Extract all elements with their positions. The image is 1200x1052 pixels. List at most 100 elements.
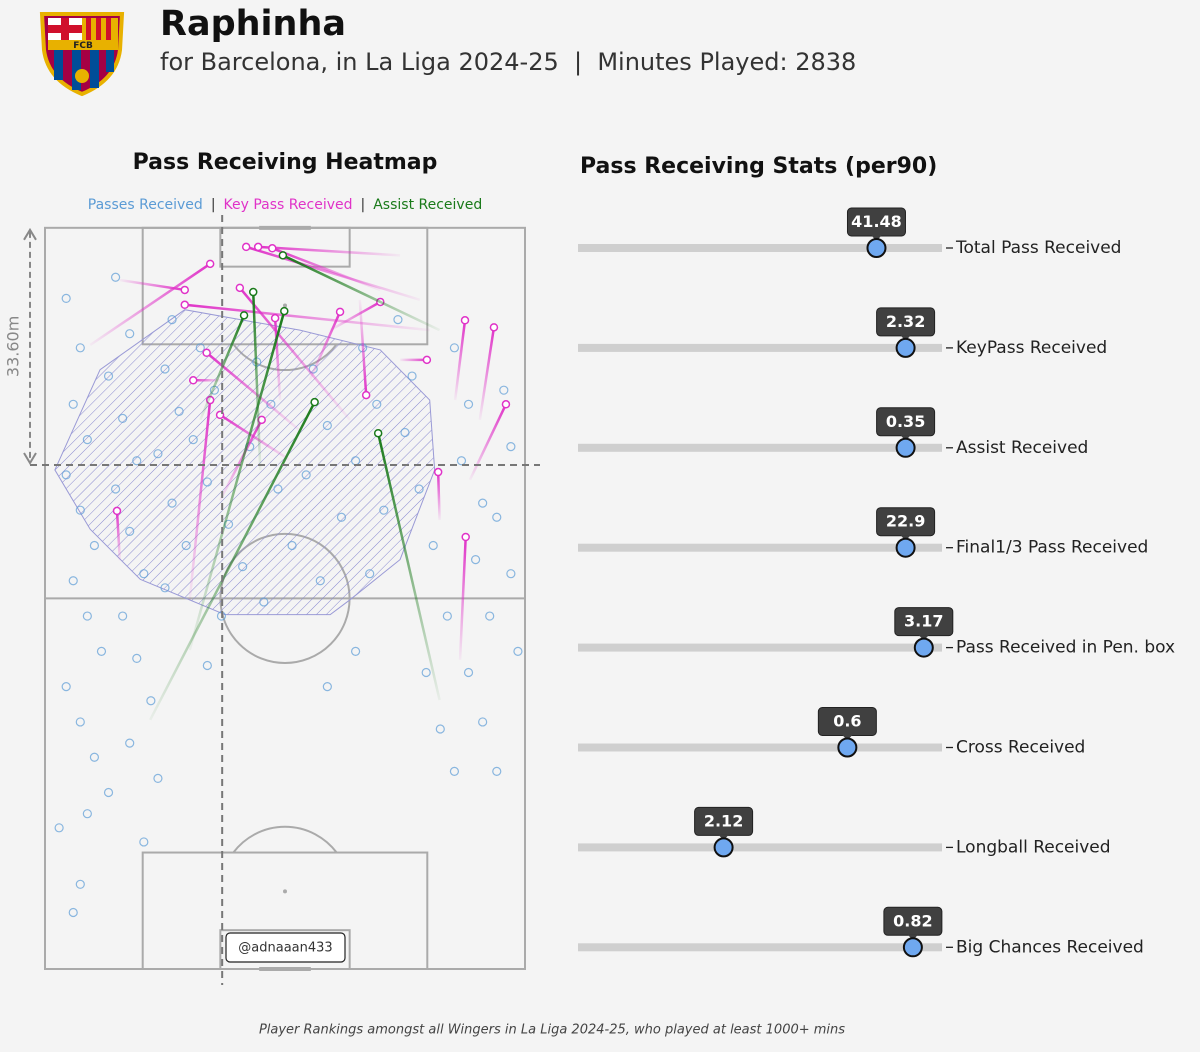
- pass-received: [372, 399, 382, 409]
- key-pass-end: [335, 307, 345, 317]
- pass-received: [110, 272, 121, 282]
- pass-received: [435, 724, 445, 734]
- heatmap-title: Pass Receiving Heatmap: [133, 150, 438, 175]
- key-pass-end: [202, 348, 211, 358]
- assist-end: [280, 306, 289, 316]
- receiving-zone: [54, 309, 436, 616]
- stat-label: Longball Received: [956, 837, 1111, 857]
- key-pass: [458, 536, 467, 660]
- pass-received: [118, 413, 128, 424]
- pass-received: [315, 576, 325, 586]
- pass-received: [506, 442, 516, 452]
- pass-received: [132, 653, 142, 664]
- pass-received: [365, 569, 375, 579]
- value-label: 22.9: [886, 512, 925, 531]
- percentile-marker: [895, 337, 916, 358]
- key-pass: [468, 403, 508, 481]
- pass-received: [82, 809, 92, 819]
- pass-received: [188, 434, 198, 445]
- club-logo: FCB: [39, 12, 125, 97]
- pass-received: [125, 526, 135, 536]
- percentile-marker: [913, 637, 934, 658]
- key-pass-end: [180, 300, 190, 310]
- stat-track: [578, 643, 942, 652]
- stat-track: [578, 443, 942, 452]
- penalty-spot: [283, 303, 287, 308]
- logo-text: FCB: [73, 41, 93, 51]
- pass-received: [259, 597, 269, 607]
- stat-track: [578, 343, 942, 352]
- stat-label: Pass Received in Pen. box: [956, 638, 1175, 658]
- key-pass-end: [205, 259, 215, 269]
- key-pass: [308, 311, 342, 381]
- value-label: 41.48: [851, 212, 902, 231]
- key-pass: [245, 245, 421, 302]
- pass-received: [125, 329, 135, 339]
- key-pass: [238, 287, 351, 421]
- stat-label: KeyPass Received: [956, 338, 1107, 358]
- pass-received: [75, 505, 85, 515]
- stat-track: [578, 244, 942, 252]
- pass-received: [61, 470, 71, 480]
- pass-received: [492, 766, 502, 776]
- pass-received: [174, 406, 184, 416]
- distance-label: 33.60m: [4, 316, 23, 377]
- pass-received: [238, 562, 248, 572]
- pass-received: [132, 456, 142, 466]
- key-pass-end: [235, 283, 245, 293]
- pass-received: [463, 667, 474, 678]
- watermark-box: [225, 932, 346, 963]
- pass-received: [61, 293, 71, 304]
- stat-label: Final1/3 Pass Received: [956, 538, 1148, 558]
- assist: [199, 314, 246, 421]
- arrow-head: [23, 227, 37, 241]
- pass-received: [301, 470, 311, 480]
- percentile-marker: [837, 737, 858, 758]
- pass-received: [68, 907, 78, 918]
- pass-received: [68, 399, 78, 409]
- pass-received: [146, 696, 156, 706]
- key-pass: [218, 419, 263, 501]
- key-pass-end: [461, 532, 470, 542]
- pass-received: [75, 879, 85, 889]
- pass-received: [54, 823, 64, 833]
- pass-received: [492, 512, 502, 522]
- key-pass-end: [433, 467, 443, 477]
- pass-received: [118, 611, 128, 621]
- pass-received: [442, 611, 452, 621]
- pass-received: [463, 399, 474, 409]
- stats-title: Pass Receiving Stats (per90): [580, 154, 937, 179]
- pass-received: [153, 773, 163, 784]
- key-pass: [329, 300, 381, 332]
- pitch: 33.60m @adnaaan433: [4, 215, 540, 985]
- percentile-marker: [902, 937, 923, 958]
- key-pass-end: [241, 242, 251, 252]
- key-pass: [258, 245, 401, 257]
- pass-received: [421, 667, 431, 678]
- key-pass-end: [460, 316, 470, 325]
- pass-received: [82, 434, 92, 445]
- pass-received: [400, 427, 410, 438]
- pass-received: [393, 314, 403, 325]
- value-label: 0.6: [833, 712, 861, 731]
- pass-received: [75, 717, 85, 727]
- key-pass: [115, 510, 122, 561]
- value-label: 3.17: [904, 612, 943, 631]
- key-pass-end: [188, 376, 198, 385]
- key-pass: [271, 247, 381, 292]
- stats-panel: Total Pass Received 41.48 KeyPass Received…: [578, 207, 1175, 958]
- pass-received: [499, 385, 509, 395]
- pass-received: [273, 484, 283, 494]
- pass-received: [478, 717, 488, 727]
- pass-received: [456, 456, 467, 466]
- legend-separator: |: [211, 197, 216, 213]
- key-pass: [436, 472, 441, 521]
- key-pass-end: [253, 242, 263, 252]
- pass-received: [110, 484, 121, 494]
- key-pass: [478, 327, 496, 421]
- stat-track: [578, 743, 942, 752]
- pass-received: [82, 611, 92, 621]
- value-label: 0.35: [886, 412, 925, 431]
- pass-received: [181, 540, 191, 551]
